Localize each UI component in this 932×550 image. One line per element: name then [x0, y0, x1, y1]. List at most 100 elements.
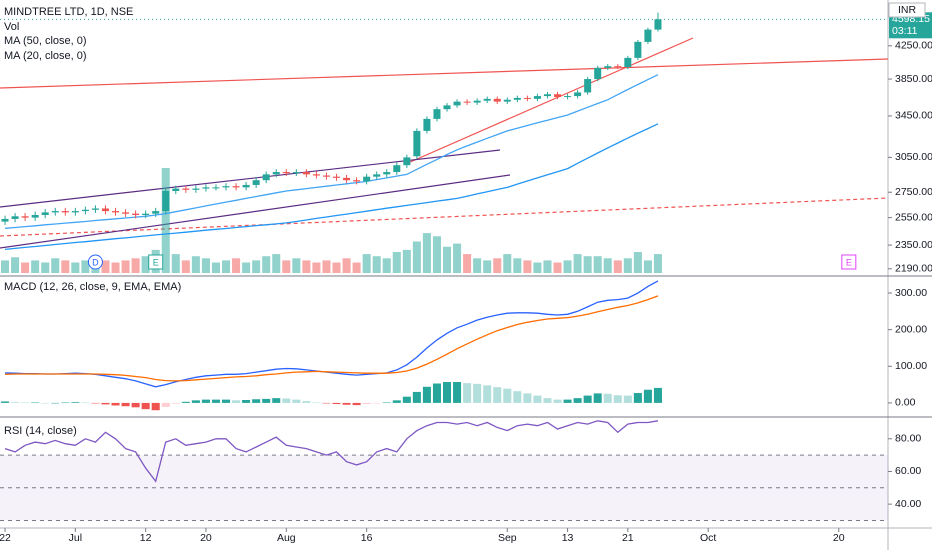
histogram-bar: [131, 402, 140, 408]
histogram-bar: [593, 393, 602, 403]
candle-body: [483, 98, 491, 101]
volume-bar: [643, 260, 652, 273]
histogram-bar: [573, 398, 582, 403]
ma-legend: MA (50, close, 0): [4, 35, 87, 47]
histogram-bar: [181, 401, 190, 403]
volume-bar: [282, 260, 291, 273]
candle-body: [101, 208, 109, 212]
volume-bar: [362, 254, 371, 273]
volume-bar: [563, 260, 572, 273]
volume-bar: [21, 262, 30, 273]
rsi-title: RSI (14, close): [4, 425, 77, 437]
histogram-bar: [252, 399, 261, 403]
y-tick-label: 3850.00: [895, 73, 932, 85]
volume-bar: [171, 254, 180, 273]
currency-box[interactable]: [888, 2, 926, 18]
candle-body: [353, 180, 361, 182]
histogram-bar: [422, 386, 431, 403]
volume-bar: [262, 256, 271, 273]
x-tick-label: 22: [0, 532, 11, 544]
candle-body: [162, 190, 170, 212]
histogram-bar: [272, 398, 281, 403]
moving-average: [4, 123, 659, 251]
histogram-bar: [61, 402, 70, 404]
candle-body: [112, 211, 120, 213]
volume-bar: [442, 246, 452, 273]
volume-bar: [242, 262, 251, 273]
histogram-bar: [503, 388, 512, 403]
volume-bar: [71, 262, 80, 273]
y-tick-label: 2750.00: [895, 186, 932, 198]
volume-bar: [292, 258, 301, 273]
volume-bar: [211, 262, 220, 273]
volume-bar: [201, 258, 210, 273]
macd-line: [4, 295, 659, 382]
histogram-bar: [653, 387, 662, 403]
volume-bar: [312, 262, 321, 273]
histogram-bar: [262, 398, 271, 403]
y-tick-label: 3050.00: [895, 151, 932, 163]
candle-body: [122, 212, 130, 214]
candle-body: [533, 96, 541, 99]
histogram-bar: [71, 402, 80, 403]
event-marker: [148, 254, 164, 270]
volume-bar: [232, 258, 241, 273]
volume-bar: [61, 260, 70, 273]
candle-body: [433, 109, 441, 119]
candle-body: [373, 174, 381, 177]
histogram-bar: [362, 402, 371, 405]
candle-body: [473, 100, 481, 103]
candle-body: [91, 208, 99, 210]
candle-body: [252, 180, 260, 185]
volume-bar: [322, 260, 331, 273]
candle-body: [81, 209, 89, 212]
histogram-bar: [342, 402, 351, 405]
volume-bar: [463, 254, 472, 273]
histogram-bar: [543, 398, 552, 403]
volume-bar: [342, 258, 351, 273]
y-tick-label: 2190.00: [895, 263, 932, 275]
candle-body: [393, 165, 401, 173]
symbol-title: MINDTREE LTD, 1D, NSE: [4, 6, 133, 18]
candle-body: [242, 184, 250, 188]
candle-body: [523, 97, 531, 99]
volume-bar: [483, 260, 492, 273]
histogram-bar: [191, 400, 200, 403]
event-label: D: [92, 257, 99, 267]
volume-bar: [111, 262, 120, 273]
rsi-line: [4, 420, 659, 483]
volume-bar: [513, 258, 522, 273]
volume-bar: [141, 256, 150, 273]
candle-body: [202, 187, 210, 189]
volume-bar: [392, 252, 401, 273]
x-tick-label: 21: [622, 532, 634, 544]
volume-bar: [31, 260, 40, 273]
volume-bar: [422, 233, 431, 273]
histogram-bar: [312, 402, 321, 404]
macd-title: MACD (12, 26, close, 9, EMA, EMA): [4, 281, 181, 293]
candle-body: [654, 19, 662, 30]
event-label: E: [846, 257, 852, 267]
histogram-bar: [91, 402, 100, 404]
histogram-bar: [121, 402, 130, 407]
currency[interactable]: INR: [898, 4, 917, 16]
candle-body: [343, 177, 351, 181]
volume-bar: [332, 262, 341, 273]
volume-bar: [41, 262, 50, 273]
macd-line: [4, 280, 659, 388]
candle-body: [543, 94, 551, 97]
volume-bar: [81, 260, 90, 273]
histogram-bar: [232, 400, 241, 403]
x-tick-label: Oct: [700, 532, 716, 544]
histogram-bar: [432, 383, 441, 403]
volume-bar: [302, 260, 311, 273]
x-tick-label: Aug: [277, 532, 296, 544]
candle-body: [564, 96, 572, 98]
y-tick-label: 2550.00: [895, 211, 932, 223]
x-tick-label: 12: [140, 532, 152, 544]
histogram-bar: [603, 393, 612, 403]
histogram-bar: [292, 399, 301, 403]
histogram-bar: [41, 402, 50, 404]
event-marker: [87, 254, 103, 270]
